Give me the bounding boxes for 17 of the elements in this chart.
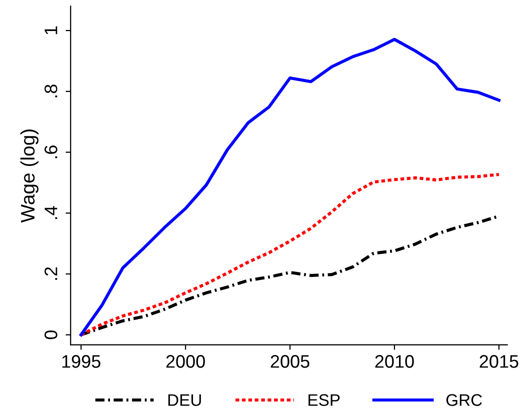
x-tick-label: 2005 — [270, 355, 310, 368]
y-axis-title: Wage (log) — [20, 130, 38, 223]
x-tick-label: 2010 — [375, 355, 414, 368]
line-series — [80, 172, 500, 336]
x-tick-label: 2015 — [480, 355, 518, 368]
y-tick-label: 1 — [44, 26, 58, 34]
legend-label: GRC — [446, 394, 482, 406]
y-tick-label: .8 — [44, 84, 58, 98]
y-tick-label: .4 — [44, 206, 58, 219]
y-tick-label: .2 — [44, 267, 58, 280]
legend-label: DEU — [168, 394, 201, 406]
legend-label: ESP — [308, 394, 340, 406]
y-tick-label: .6 — [44, 146, 58, 158]
x-tick-label: 2000 — [166, 355, 205, 368]
y-tick-label: 0 — [44, 330, 58, 340]
x-tick-label: 1995 — [62, 355, 100, 368]
line-series — [80, 38, 500, 336]
